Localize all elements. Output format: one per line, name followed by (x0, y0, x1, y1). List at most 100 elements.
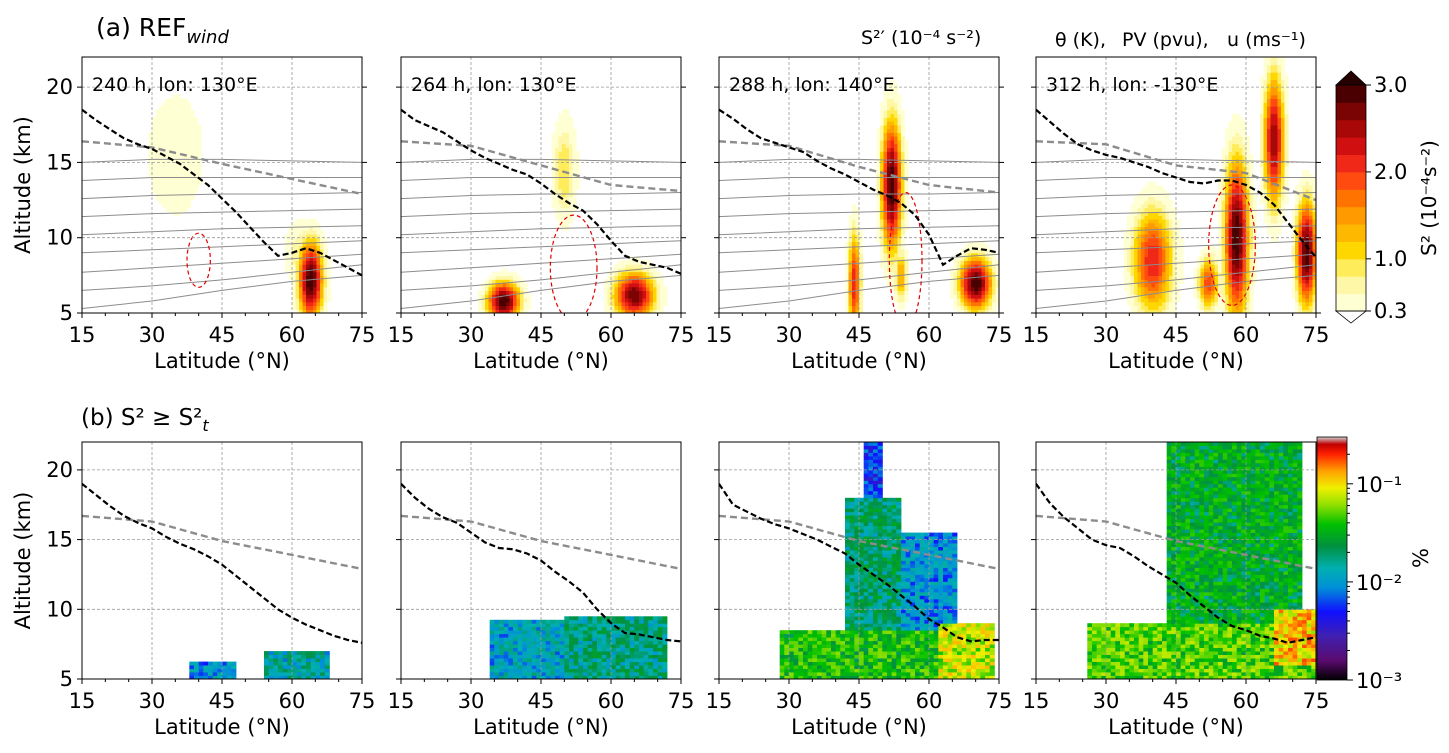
s2-cell (897, 290, 902, 295)
s2-cell (1295, 301, 1300, 307)
s2-cell (562, 188, 567, 194)
s2-cell (299, 279, 304, 284)
s2-cell (1312, 282, 1316, 288)
s2-cell (148, 166, 153, 171)
s2-cell (183, 136, 188, 141)
s2-cell (320, 294, 325, 299)
s2-cell (1137, 218, 1142, 224)
s2-cell (887, 136, 892, 141)
s2-cell (1281, 166, 1286, 171)
s2-cell (159, 121, 164, 126)
s2-cell (848, 267, 853, 273)
s2-cell (523, 305, 528, 310)
s2-cell (897, 192, 902, 197)
s2-cell (1309, 215, 1314, 220)
theta-isentrope (1036, 240, 1316, 254)
s2-cell (295, 290, 300, 295)
fraction-cell (611, 616, 617, 621)
fraction-cell (569, 654, 575, 659)
fraction-cell (592, 668, 598, 673)
s2-cell (572, 151, 577, 156)
s2-cell (1148, 309, 1153, 313)
s2-cell (887, 200, 892, 205)
s2-cell (1197, 290, 1202, 295)
s2-cell (964, 275, 969, 280)
s2-cell (897, 241, 902, 246)
s2-cell (1228, 267, 1233, 273)
lapse-rate-tropopause (401, 140, 681, 193)
fraction-cell (278, 651, 284, 655)
s2-cell (1228, 136, 1233, 141)
x-tick-label: 15 (706, 323, 733, 347)
s2-cell (523, 309, 528, 313)
s2-cell (1291, 233, 1296, 239)
fraction-cell (489, 619, 495, 624)
s2-cell (894, 200, 899, 205)
fraction-cell (541, 665, 547, 669)
x-tick-label: 60 (279, 323, 306, 347)
s2-cell (299, 282, 304, 288)
fraction-cell (508, 640, 514, 645)
s2-cell (1305, 241, 1310, 246)
s2-cell (478, 309, 483, 313)
s2-cell (1242, 260, 1247, 265)
s2-cell (1295, 286, 1300, 291)
s2-cell (173, 207, 178, 212)
s2-cell (295, 260, 300, 265)
s2-cell (957, 301, 962, 307)
s2-cell (855, 215, 860, 220)
s2-cell (992, 256, 997, 261)
s2-cell (1127, 301, 1132, 307)
s2-cell (981, 294, 986, 299)
s2-cell (194, 124, 199, 130)
s2-cell (492, 279, 497, 284)
fraction-cell (499, 630, 505, 635)
s2-cell (1221, 233, 1226, 239)
s2-cell (166, 166, 171, 171)
s2-cell (981, 260, 986, 265)
s2-cell (883, 98, 888, 103)
s2-cell (292, 267, 297, 273)
s2-cell (309, 305, 314, 310)
s2-cell (1242, 188, 1247, 194)
fraction-cell (503, 647, 509, 652)
s2-cell (1235, 215, 1240, 220)
s2-cell (1207, 290, 1212, 295)
s2-cell (967, 309, 972, 313)
s2-cell (876, 192, 881, 197)
s2-cell (1169, 211, 1174, 216)
s2-cell (194, 162, 199, 167)
s2-cell (618, 297, 623, 303)
fraction-cell (198, 672, 204, 676)
s2-cell (299, 297, 304, 303)
s2-cell (572, 154, 577, 160)
s2-cell (1305, 226, 1310, 231)
s2-cell (1214, 271, 1219, 276)
s2-cell (309, 237, 314, 243)
s2-cell (194, 117, 199, 122)
fraction-cell (296, 672, 302, 676)
s2-cell (1165, 301, 1170, 307)
fraction-cell (573, 623, 579, 628)
fraction-cell (657, 633, 663, 638)
s2-cell (197, 151, 202, 156)
s2-cell (1246, 218, 1251, 224)
fraction-cell (578, 661, 584, 666)
s2-cell (845, 297, 850, 303)
s2-cell (1218, 196, 1223, 201)
fraction-cell (821, 633, 827, 638)
s2-cell (1277, 60, 1282, 66)
s2-cell (1127, 249, 1132, 254)
fraction-cell (643, 637, 649, 642)
s2-cell (646, 297, 651, 303)
s2-cell (176, 196, 181, 201)
s2-cell (1218, 181, 1223, 186)
s2-cell (1270, 166, 1275, 171)
s2-cell (883, 196, 888, 201)
s2-cell (1225, 301, 1230, 307)
fraction-cell (597, 640, 603, 645)
s2-cell (859, 256, 864, 261)
s2-cell (618, 279, 623, 284)
s2-cell (859, 309, 864, 313)
s2-cell (1270, 230, 1275, 235)
